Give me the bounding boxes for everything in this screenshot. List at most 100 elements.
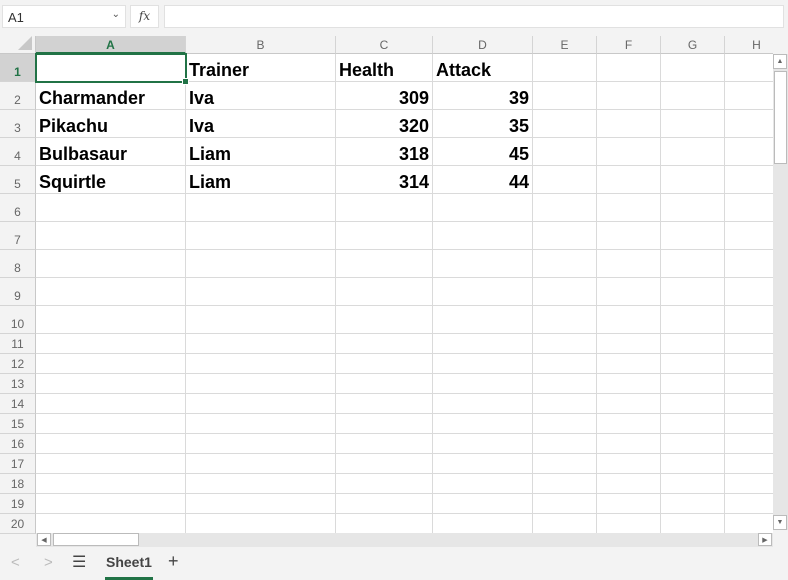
cell-e1[interactable] (533, 54, 597, 82)
insert-function-button[interactable]: fx (130, 5, 159, 28)
row-header-9[interactable]: 9 (0, 278, 36, 306)
row-header-15[interactable]: 15 (0, 414, 36, 434)
cell-d4[interactable]: 45 (433, 138, 533, 166)
cell-a13[interactable] (36, 374, 186, 394)
cell-d2[interactable]: 39 (433, 82, 533, 110)
cell-a10[interactable] (36, 306, 186, 334)
scroll-right-icon[interactable]: ▶ (758, 533, 772, 546)
cell-g8[interactable] (661, 250, 725, 278)
cell-f17[interactable] (597, 454, 661, 474)
cell-g1[interactable] (661, 54, 725, 82)
cell-d11[interactable] (433, 334, 533, 354)
cell-b9[interactable] (186, 278, 336, 306)
cell-e18[interactable] (533, 474, 597, 494)
cell-c6[interactable] (336, 194, 433, 222)
cell-d15[interactable] (433, 414, 533, 434)
cell-h7[interactable] (725, 222, 773, 250)
cell-c13[interactable] (336, 374, 433, 394)
cell-b13[interactable] (186, 374, 336, 394)
horizontal-scroll-thumb[interactable] (53, 533, 139, 546)
cell-a11[interactable] (36, 334, 186, 354)
cell-e15[interactable] (533, 414, 597, 434)
cell-f8[interactable] (597, 250, 661, 278)
row-header-10[interactable]: 10 (0, 306, 36, 334)
cell-d19[interactable] (433, 494, 533, 514)
cell-d6[interactable] (433, 194, 533, 222)
row-header-20[interactable]: 20 (0, 514, 36, 534)
cell-d3[interactable]: 35 (433, 110, 533, 138)
cell-f5[interactable] (597, 166, 661, 194)
horizontal-scrollbar[interactable]: ◀ ▶ (36, 533, 773, 547)
cell-g7[interactable] (661, 222, 725, 250)
row-header-16[interactable]: 16 (0, 434, 36, 454)
cell-d16[interactable] (433, 434, 533, 454)
cell-h8[interactable] (725, 250, 773, 278)
cell-g11[interactable] (661, 334, 725, 354)
column-header-f[interactable]: F (597, 36, 661, 54)
cell-d5[interactable]: 44 (433, 166, 533, 194)
cell-a6[interactable] (36, 194, 186, 222)
cell-h15[interactable] (725, 414, 773, 434)
row-header-5[interactable]: 5 (0, 166, 36, 194)
row-header-19[interactable]: 19 (0, 494, 36, 514)
add-sheet-icon[interactable]: + (168, 551, 179, 571)
column-header-d[interactable]: D (433, 36, 533, 54)
cell-f16[interactable] (597, 434, 661, 454)
cell-g10[interactable] (661, 306, 725, 334)
cell-h2[interactable] (725, 82, 773, 110)
column-header-b[interactable]: B (186, 36, 336, 54)
cell-d18[interactable] (433, 474, 533, 494)
cell-b15[interactable] (186, 414, 336, 434)
cell-e19[interactable] (533, 494, 597, 514)
cell-g17[interactable] (661, 454, 725, 474)
cell-a14[interactable] (36, 394, 186, 414)
cell-e13[interactable] (533, 374, 597, 394)
cell-e16[interactable] (533, 434, 597, 454)
cell-c8[interactable] (336, 250, 433, 278)
row-header-8[interactable]: 8 (0, 250, 36, 278)
cell-g3[interactable] (661, 110, 725, 138)
cell-g13[interactable] (661, 374, 725, 394)
cell-h12[interactable] (725, 354, 773, 374)
cell-c11[interactable] (336, 334, 433, 354)
row-header-1[interactable]: 1 (0, 54, 36, 82)
vertical-scrollbar[interactable]: ▲ ▼ (773, 54, 788, 530)
row-header-12[interactable]: 12 (0, 354, 36, 374)
cell-f1[interactable] (597, 54, 661, 82)
cell-d13[interactable] (433, 374, 533, 394)
cell-b10[interactable] (186, 306, 336, 334)
cell-g20[interactable] (661, 514, 725, 534)
column-header-e[interactable]: E (533, 36, 597, 54)
row-header-4[interactable]: 4 (0, 138, 36, 166)
cell-e11[interactable] (533, 334, 597, 354)
cell-c3[interactable]: 320 (336, 110, 433, 138)
formula-input[interactable] (164, 5, 784, 28)
cell-a1[interactable] (36, 54, 186, 82)
spreadsheet-grid[interactable]: A B C D E F G H 1 Trainer Health Attack 2 Charmander I… (0, 36, 773, 534)
chevron-down-icon[interactable]: ⌄ (111, 9, 120, 20)
cell-a2[interactable]: Charmander (36, 82, 186, 110)
cell-g14[interactable] (661, 394, 725, 414)
cell-e3[interactable] (533, 110, 597, 138)
row-header-14[interactable]: 14 (0, 394, 36, 414)
cell-a3[interactable]: Pikachu (36, 110, 186, 138)
cell-f18[interactable] (597, 474, 661, 494)
cell-c18[interactable] (336, 474, 433, 494)
cell-h20[interactable] (725, 514, 773, 534)
cell-d17[interactable] (433, 454, 533, 474)
cell-c17[interactable] (336, 454, 433, 474)
cell-f19[interactable] (597, 494, 661, 514)
cell-c5[interactable]: 314 (336, 166, 433, 194)
cell-b20[interactable] (186, 514, 336, 534)
cell-d14[interactable] (433, 394, 533, 414)
cell-c14[interactable] (336, 394, 433, 414)
row-header-17[interactable]: 17 (0, 454, 36, 474)
cell-d12[interactable] (433, 354, 533, 374)
cell-e6[interactable] (533, 194, 597, 222)
vertical-scroll-thumb[interactable] (774, 71, 787, 164)
cell-b7[interactable] (186, 222, 336, 250)
cell-h11[interactable] (725, 334, 773, 354)
cell-e5[interactable] (533, 166, 597, 194)
cell-d10[interactable] (433, 306, 533, 334)
cell-h4[interactable] (725, 138, 773, 166)
